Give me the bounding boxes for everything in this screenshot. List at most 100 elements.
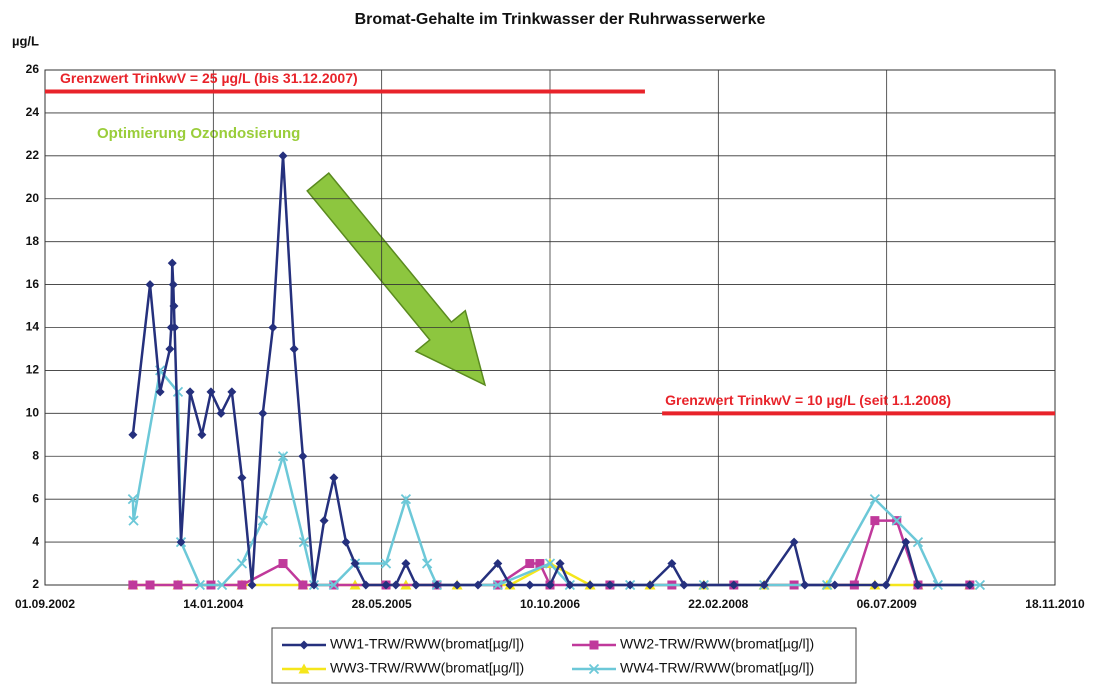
data-point [216,408,226,418]
x-tick-label: 14.01.2004 [183,597,243,611]
x-tick-label: 06.07.2009 [857,597,917,611]
legend-label: WW4-TRW/RWW(bromat[µg/l]) [620,660,814,676]
data-point [505,580,515,590]
data-point [145,580,155,590]
data-point [645,580,655,590]
legend [271,627,857,684]
data-point [258,408,268,418]
data-point [965,580,975,590]
data-point [127,494,139,505]
y-axis-label: µg/L [12,33,39,48]
legend-label: WW1-TRW/RWW(bromat[µg/l]) [330,636,524,652]
data-point [421,558,433,569]
data-point [473,580,483,590]
data-point [535,559,545,569]
chart-title: Bromat-Gehalte im Trinkwasser der Ruhrwa… [355,11,766,28]
data-point [400,494,412,505]
y-tick-label: 14 [26,320,40,334]
data-point [309,580,319,590]
data-point [870,580,880,590]
data-point [278,151,288,161]
data-point [729,580,739,590]
data-point [197,430,207,440]
data-point [493,559,503,569]
x-tick-label: 18.11.2010 [1025,597,1085,611]
legend-marker [588,663,600,675]
y-tick-label: 20 [26,191,40,205]
legend-marker [298,663,310,674]
data-point [881,580,891,590]
data-point [289,344,299,354]
data-point [585,580,595,590]
data-point [830,580,840,590]
data-point [247,580,257,590]
data-point [452,580,462,590]
legend-marker [589,640,599,650]
data-point [401,559,411,569]
y-tick-label: 24 [26,105,40,119]
data-point [298,451,308,461]
x-tick-label: 10.10.2006 [520,597,580,611]
y-tick-label: 26 [26,62,40,76]
legend-label: WW2-TRW/RWW(bromat[µg/l]) [620,636,814,652]
data-point [176,537,186,547]
data-point [912,536,924,548]
data-point [432,580,442,590]
trend-arrow [306,172,487,387]
data-point [169,301,179,311]
data-point [257,515,268,526]
data-point [170,323,180,332]
data-point [155,387,165,397]
y-tick-label: 12 [26,363,40,377]
y-tick-label: 22 [26,148,40,162]
data-point [525,559,535,569]
data-point [667,559,677,569]
y-tick-label: 4 [32,534,39,548]
data-point [891,515,902,526]
data-point [298,536,310,548]
limit-label: Grenzwert TrinkwV = 25 µg/L (bis 31.12.2… [60,70,358,86]
y-tick-label: 6 [32,491,39,505]
data-point [789,537,799,547]
data-point [391,580,401,590]
data-point [319,516,329,526]
data-point [173,580,183,590]
data-point [128,430,138,440]
data-point [128,515,139,526]
data-point [605,580,615,590]
data-point [237,580,247,590]
data-point [555,559,565,569]
data-point [194,579,206,591]
data-point [679,580,689,590]
legend-marker [299,640,309,650]
data-point [185,387,195,397]
series-line [131,367,980,587]
data-point [974,579,986,591]
data-point [870,516,880,526]
data-point [206,387,216,397]
legend-label: WW3-TRW/RWW(bromat[µg/l]) [330,660,524,676]
data-point [361,580,371,590]
data-point [168,280,178,290]
data-point [329,473,339,483]
data-point [411,580,421,590]
data-point [145,280,155,290]
data-point [216,579,228,591]
series-line [131,155,970,587]
data-point [565,580,575,590]
x-tick-label: 28.05.2005 [352,597,412,611]
data-point [901,537,911,547]
data-point [268,323,278,332]
x-tick-label: 01.09.2002 [15,597,75,611]
data-point [172,386,184,398]
data-point [381,580,391,590]
data-point [545,580,555,590]
data-point [341,537,351,547]
data-point [278,559,288,569]
data-point [759,580,769,590]
y-tick-label: 16 [26,277,40,291]
x-tick-label: 22.02.2008 [688,597,748,611]
data-point [544,558,556,569]
data-point [328,579,339,591]
